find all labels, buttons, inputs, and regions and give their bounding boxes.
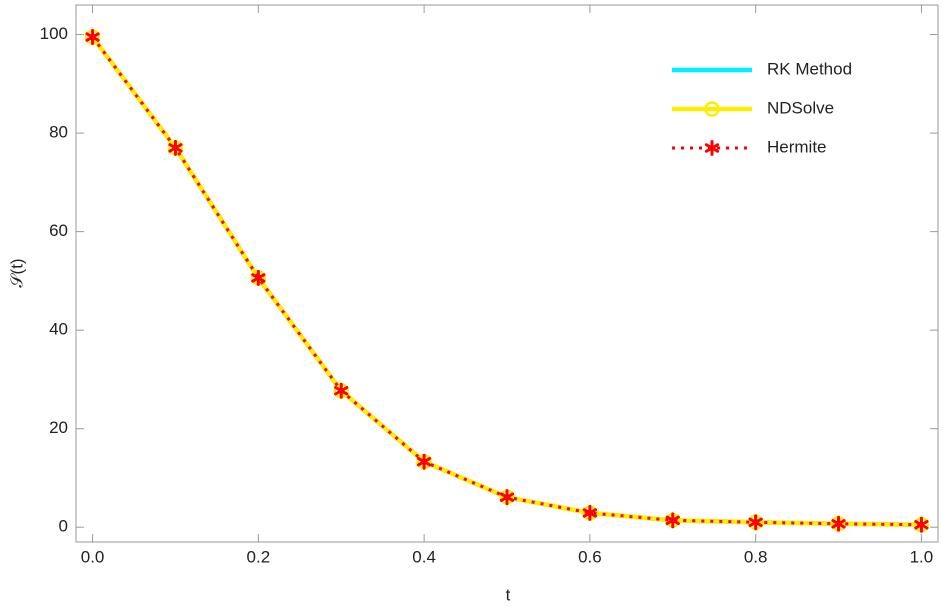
point-marker <box>914 516 929 533</box>
x-tick-label: 0.2 <box>247 547 271 566</box>
y-tick-label: 60 <box>49 221 68 240</box>
x-axis-label: t <box>506 585 511 604</box>
legend-label: Hermite <box>767 137 827 156</box>
point-marker <box>748 514 763 531</box>
plot-frame <box>75 4 939 543</box>
y-tick-label: 100 <box>40 24 68 43</box>
legend-label: RK Method <box>767 59 852 78</box>
x-tick-label: 0.6 <box>578 547 602 566</box>
y-tick-label: 20 <box>49 418 68 437</box>
point-marker <box>85 29 100 46</box>
y-tick-label: 80 <box>49 123 68 142</box>
point-marker <box>251 269 266 286</box>
point-marker <box>168 139 183 156</box>
x-tick-label: 1.0 <box>910 547 934 566</box>
x-tick-label: 0.4 <box>412 547 436 566</box>
y-tick-label: 40 <box>49 320 68 339</box>
point-marker <box>499 489 515 506</box>
legend-label: NDSolve <box>767 98 834 117</box>
y-axis-label: 𝒮(t) <box>7 258 26 287</box>
x-tick-label: 0.0 <box>81 547 105 566</box>
legend-marker <box>704 140 720 156</box>
point-marker <box>831 515 846 532</box>
point-marker <box>665 512 680 529</box>
point-marker <box>334 382 349 399</box>
point-marker <box>416 453 432 470</box>
x-tick-label: 0.8 <box>744 547 768 566</box>
y-tick-label: 0 <box>59 517 68 536</box>
point-marker <box>582 504 598 521</box>
legend-marker <box>704 101 720 117</box>
